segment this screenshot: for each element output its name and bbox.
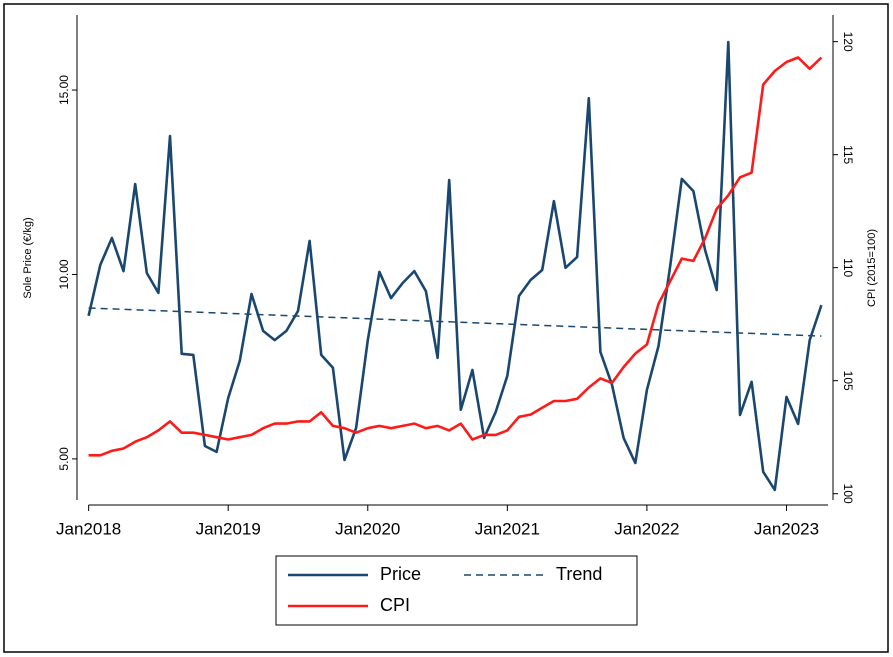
y-tick-label: 10.00	[57, 259, 71, 289]
legend-box	[275, 555, 638, 626]
y2-axis-title: CPI (2015=100)	[866, 229, 878, 307]
legend-label: Price	[380, 564, 421, 584]
y2-tick-label: 105	[841, 371, 855, 391]
series-line	[88, 307, 822, 337]
y2-tick-label: 115	[841, 145, 855, 164]
x-tick-label: Jan2021	[475, 519, 540, 538]
x-tick-label: Jan2023	[754, 519, 819, 538]
x-tick-label: Jan2020	[335, 519, 400, 538]
x-tick-label: Jan2019	[196, 519, 261, 538]
y2-tick-label: 120	[841, 32, 855, 52]
y2-tick-label: 110	[841, 258, 855, 277]
y-tick-label: 15.00	[57, 75, 71, 105]
series-line	[87, 40, 823, 492]
y-axis-title: Sole Price (€/kg)	[22, 217, 34, 298]
y-tick-label: 5.00	[57, 447, 71, 471]
y2-tick-label: 100	[841, 484, 855, 504]
legend-label: Trend	[556, 564, 602, 584]
series-line	[88, 56, 823, 457]
x-tick-label: Jan2018	[56, 519, 121, 538]
outer-frame	[3, 3, 889, 653]
x-tick-label: Jan2022	[614, 519, 679, 538]
legend-label: CPI	[380, 595, 410, 615]
